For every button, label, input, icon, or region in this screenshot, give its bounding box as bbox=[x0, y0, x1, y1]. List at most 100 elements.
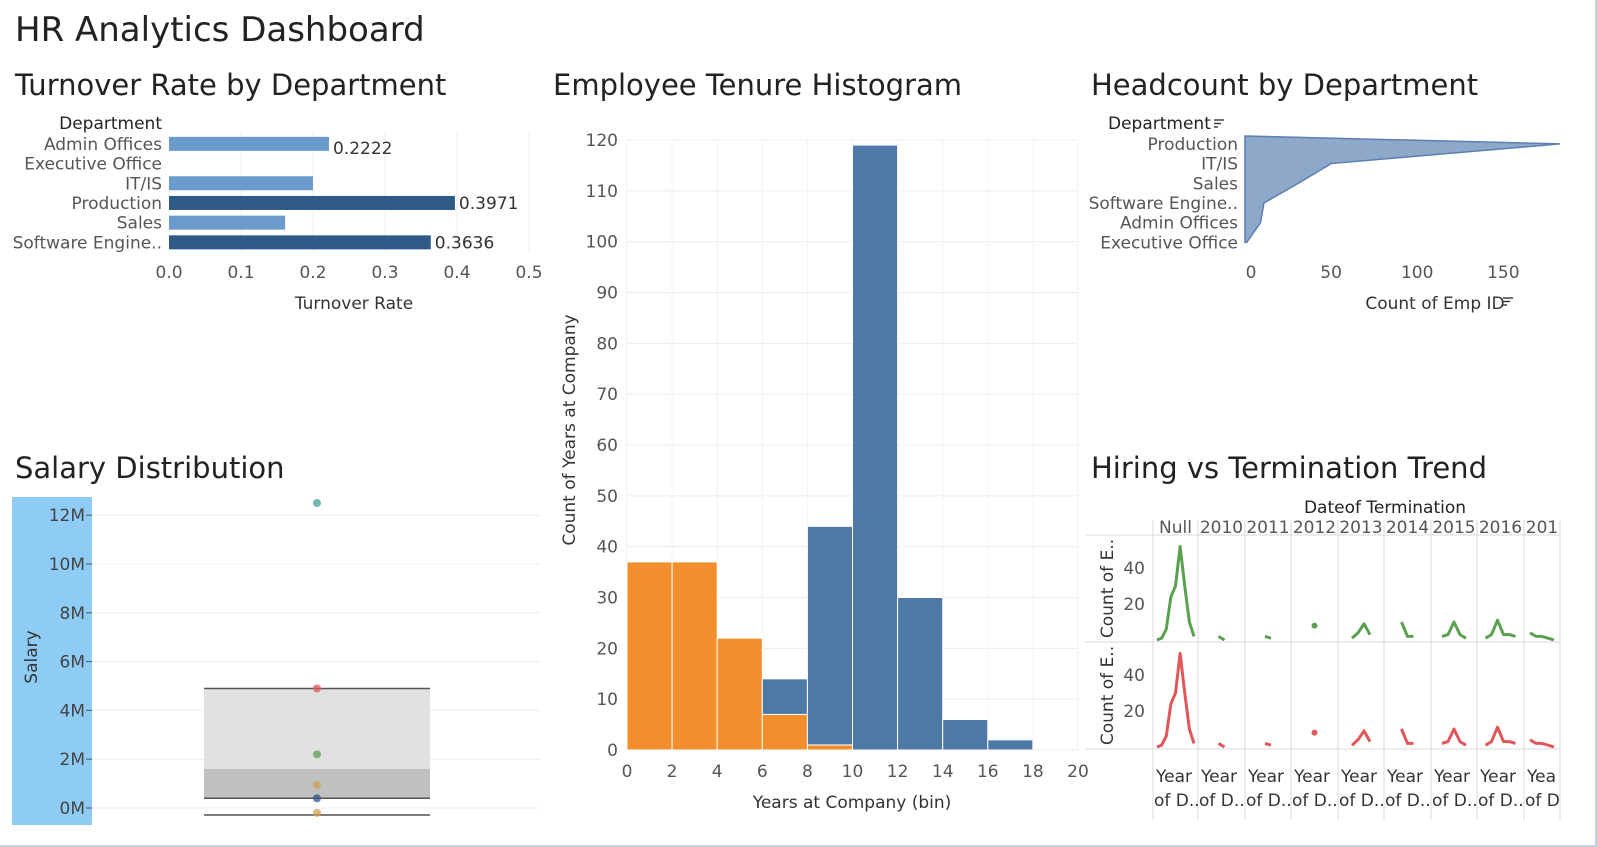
salary-point bbox=[313, 684, 321, 693]
sort-icon bbox=[1503, 297, 1513, 306]
headcount-x-tick: 0 bbox=[1246, 263, 1257, 283]
trend-column-header: Dateof Termination bbox=[1304, 498, 1466, 518]
trend-footer-label: of D.. bbox=[1478, 791, 1524, 811]
headcount-area bbox=[1244, 135, 1561, 244]
trend-line bbox=[1217, 742, 1226, 749]
trend-line bbox=[1441, 727, 1467, 747]
tenure-x-tick: 14 bbox=[932, 762, 954, 782]
trend-column-label: 2012 bbox=[1293, 518, 1336, 538]
trend-line bbox=[1264, 741, 1272, 747]
headcount-category-label: Production bbox=[1148, 135, 1238, 155]
tenure-x-tick: 6 bbox=[757, 762, 768, 782]
salary-y-tick: 0M bbox=[60, 799, 85, 819]
tenure-x-tick: 8 bbox=[802, 762, 813, 782]
tenure-bar-blue bbox=[761, 678, 808, 715]
tenure-bar-orange bbox=[806, 744, 853, 751]
trend-line bbox=[1156, 651, 1196, 749]
tenure-x-tick: 16 bbox=[977, 762, 999, 782]
tenure-y-tick: 80 bbox=[596, 334, 618, 354]
tenure-x-axis-title: Years at Company (bin) bbox=[752, 793, 952, 813]
trend-footer-label: Year bbox=[1386, 767, 1423, 787]
trend-line bbox=[1529, 631, 1555, 642]
trend-y-tick: 20 bbox=[1123, 595, 1145, 615]
tenure-bar-blue bbox=[897, 597, 944, 751]
trend-line bbox=[1484, 618, 1516, 640]
turnover-category-label: Production bbox=[72, 194, 162, 214]
headcount-x-tick: 150 bbox=[1487, 263, 1519, 283]
headcount-row-header: Department bbox=[1108, 114, 1211, 134]
tenure-title: Employee Tenure Histogram bbox=[553, 68, 963, 102]
trend-line bbox=[1400, 621, 1414, 638]
trend-line bbox=[1217, 635, 1226, 642]
trend-y-tick: 40 bbox=[1123, 666, 1145, 686]
headcount-category-label: Admin Offices bbox=[1120, 214, 1238, 234]
salary-chart[interactable]: 0M 2M 4M 6M 8M 10M 12M Salary bbox=[0, 490, 545, 825]
salary-y-tick: 6M bbox=[60, 653, 85, 673]
headcount-category-label: Executive Office bbox=[1100, 233, 1238, 253]
trend-column-label: 2016 bbox=[1479, 518, 1522, 538]
tenure-y-tick: 60 bbox=[596, 436, 618, 456]
salary-title: Salary Distribution bbox=[15, 451, 285, 485]
trend-footer-label: Year bbox=[1293, 767, 1330, 787]
turnover-row-header: Department bbox=[59, 114, 162, 134]
tenure-y-axis-title: Count of Years at Company bbox=[560, 314, 580, 545]
tenure-bar-blue bbox=[942, 719, 989, 751]
trend-line bbox=[1400, 728, 1414, 745]
turnover-x-tick: 0.4 bbox=[443, 263, 470, 283]
trend-footer-label: of D.. bbox=[1339, 791, 1385, 811]
headcount-title: Headcount by Department bbox=[1091, 68, 1479, 102]
turnover-bar bbox=[169, 136, 329, 151]
salary-point bbox=[313, 750, 321, 759]
headcount-x-axis-title: Count of Emp ID bbox=[1365, 294, 1504, 314]
turnover-bar bbox=[169, 195, 455, 210]
turnover-category-label: Executive Office bbox=[24, 155, 162, 175]
tenure-y-tick: 10 bbox=[596, 690, 618, 710]
tenure-y-tick: 120 bbox=[586, 131, 618, 151]
tenure-y-tick: 50 bbox=[596, 487, 618, 507]
turnover-category-label: Software Engine.. bbox=[13, 233, 162, 253]
tenure-bar-blue bbox=[987, 739, 1034, 751]
trend-footer-label: Year bbox=[1155, 767, 1192, 787]
tenure-bar-orange bbox=[761, 713, 808, 751]
turnover-x-tick: 0.3 bbox=[371, 263, 398, 283]
headcount-category-label: IT/IS bbox=[1201, 155, 1238, 175]
trend-line bbox=[1529, 738, 1555, 749]
tenure-x-tick: 20 bbox=[1067, 762, 1089, 782]
trend-row-label: Count of E.. bbox=[1098, 646, 1118, 745]
hiring-termination-title: Hiring vs Termination Trend bbox=[1091, 451, 1487, 485]
trend-column-label: 2011 bbox=[1246, 518, 1289, 538]
turnover-x-tick: 0.2 bbox=[299, 263, 326, 283]
trend-line bbox=[1350, 622, 1372, 640]
trend-column-label: Null bbox=[1159, 518, 1192, 538]
trend-footer-label: Year bbox=[1433, 767, 1470, 787]
turnover-data-label: 0.3636 bbox=[435, 233, 494, 253]
dashboard-title: HR Analytics Dashboard bbox=[15, 10, 425, 50]
trend-column-label: 2010 bbox=[1200, 518, 1243, 538]
salary-y-tick: 8M bbox=[60, 604, 85, 624]
tenure-y-tick: 90 bbox=[596, 284, 618, 304]
turnover-category-label: Sales bbox=[117, 214, 162, 234]
sort-icon bbox=[1214, 119, 1224, 128]
headcount-category-label: Software Engine.. bbox=[1089, 194, 1238, 214]
trend-footer-label: of D bbox=[1525, 791, 1560, 811]
headcount-x-tick: 100 bbox=[1401, 263, 1433, 283]
tenure-histogram[interactable]: 0 10 20 30 40 50 60 70 80 90 100 110 120 0 2 4 6 8 10 12 14 1… bbox=[545, 120, 1089, 820]
tenure-bar-blue bbox=[806, 525, 853, 746]
tenure-x-tick: 10 bbox=[842, 762, 864, 782]
tenure-y-tick: 20 bbox=[596, 639, 618, 659]
trend-column-label: 2015 bbox=[1432, 518, 1475, 538]
tenure-x-tick: 12 bbox=[887, 762, 909, 782]
trend-footer-label: Year bbox=[1200, 767, 1237, 787]
tenure-x-tick: 18 bbox=[1022, 762, 1044, 782]
turnover-data-label: 0.3971 bbox=[459, 194, 518, 214]
salary-point bbox=[313, 499, 321, 507]
salary-point bbox=[313, 808, 321, 817]
salary-y-tick: 10M bbox=[49, 555, 85, 575]
tenure-bar-orange bbox=[671, 561, 718, 751]
turnover-x-tick: 0.0 bbox=[155, 263, 182, 283]
trend-footer-label: of D.. bbox=[1154, 791, 1200, 811]
tenure-y-tick: 110 bbox=[586, 182, 618, 202]
